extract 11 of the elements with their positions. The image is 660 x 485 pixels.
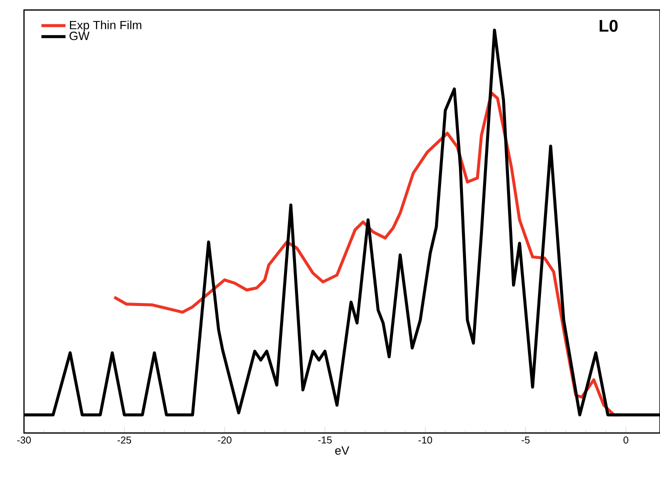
- x-tick-label: -15: [318, 436, 332, 444]
- legend-label: GW: [70, 32, 90, 40]
- legend-label: Exp Thin Film: [70, 20, 142, 32]
- x-tick-label: -25: [118, 436, 132, 444]
- x-tick-label: -20: [218, 436, 232, 444]
- x-axis-title: eV: [335, 446, 350, 455]
- x-tick-label: -10: [418, 436, 432, 444]
- annotation: L0: [600, 20, 618, 32]
- x-tick-label: -30: [17, 436, 31, 444]
- x-tick-label: 0: [624, 436, 628, 444]
- x-tick-label: -5: [522, 436, 530, 444]
